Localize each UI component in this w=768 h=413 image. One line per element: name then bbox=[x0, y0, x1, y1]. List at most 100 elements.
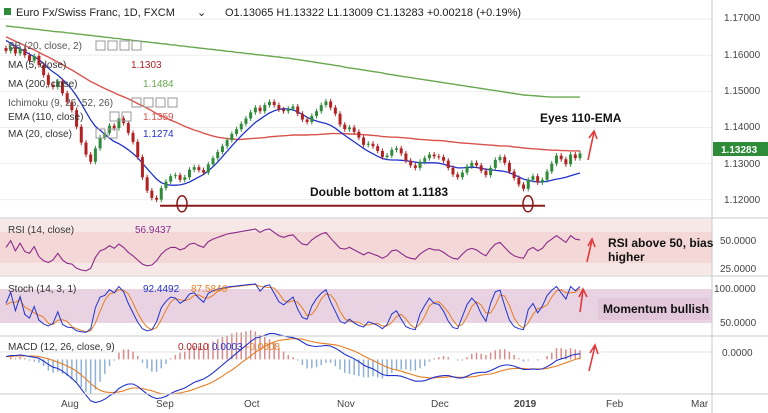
candle-body bbox=[550, 163, 554, 172]
rsi-tick: 25.0000 bbox=[720, 264, 757, 275]
candle-body bbox=[9, 46, 13, 51]
more-icon[interactable] bbox=[131, 40, 142, 51]
candle-body bbox=[187, 169, 191, 178]
candle-body bbox=[42, 64, 46, 76]
legend-ema110-value: 1.1359 bbox=[143, 112, 174, 123]
stoch-label[interactable]: Stoch (14, 3, 1) bbox=[8, 284, 76, 295]
macd-pane bbox=[0, 330, 712, 404]
stoch-k-value: 92.4492 bbox=[143, 284, 180, 295]
price-gridlines bbox=[0, 18, 712, 201]
legend-ema110[interactable]: EMA (110, close) bbox=[8, 112, 83, 123]
candle-body bbox=[545, 171, 549, 180]
candle-body bbox=[197, 167, 201, 171]
candle-body bbox=[559, 155, 563, 160]
candle-body bbox=[578, 153, 582, 159]
candle-body bbox=[131, 132, 135, 142]
candle-body bbox=[249, 112, 253, 119]
rsi-label[interactable]: RSI (14, close) bbox=[8, 225, 74, 236]
candle-body bbox=[183, 177, 187, 180]
candle-body bbox=[498, 157, 502, 160]
close-icon[interactable] bbox=[119, 40, 130, 51]
candle-body bbox=[479, 165, 483, 171]
candle-body bbox=[267, 101, 271, 106]
eye-icon[interactable] bbox=[95, 128, 106, 139]
price-tick: 1.16000 bbox=[724, 50, 761, 61]
annotation-double-bottom: Double bottom at 1.1183 bbox=[310, 185, 448, 199]
candle-body bbox=[93, 148, 97, 162]
price-tick: 1.12000 bbox=[724, 195, 761, 206]
candle-body bbox=[399, 148, 403, 154]
annotation-rsi-2: higher bbox=[608, 250, 645, 264]
stoch-axis[interactable]: 100.0000 50.0000 bbox=[714, 284, 757, 329]
price-pane bbox=[0, 0, 712, 217]
eye-icon[interactable] bbox=[95, 40, 106, 51]
macd-axis[interactable]: 0.0000 bbox=[722, 348, 753, 359]
macd-lines bbox=[5, 330, 581, 404]
rsi-tick: 50.0000 bbox=[720, 236, 757, 247]
candle-body bbox=[333, 107, 337, 114]
candle-body bbox=[554, 155, 558, 164]
macd-signal-series bbox=[6, 338, 581, 395]
candle-body bbox=[117, 118, 121, 129]
candle-body bbox=[423, 158, 427, 162]
candle-body bbox=[395, 148, 399, 150]
candle-body bbox=[159, 188, 163, 200]
legend-toolbar-icons bbox=[95, 40, 178, 139]
settings-icon[interactable] bbox=[107, 40, 118, 51]
candle-body bbox=[352, 127, 356, 132]
candle-body bbox=[573, 154, 577, 159]
settings-icon[interactable] bbox=[143, 97, 154, 108]
legend-bb[interactable]: BB (20, close, 2) bbox=[8, 41, 82, 52]
legend-ma20[interactable]: MA (20, close) bbox=[8, 129, 72, 140]
candle-body bbox=[173, 175, 177, 177]
candle-body bbox=[178, 175, 182, 180]
rsi-series bbox=[5, 228, 581, 272]
candle-body bbox=[376, 146, 380, 151]
candle-body bbox=[385, 155, 389, 158]
macd-tick: 0.0000 bbox=[722, 348, 753, 359]
eye-icon[interactable] bbox=[131, 97, 142, 108]
rsi-value: 56.9437 bbox=[135, 225, 172, 236]
candle-body bbox=[296, 106, 300, 114]
rsi-axis[interactable]: 50.0000 25.0000 bbox=[720, 236, 757, 275]
candle-body bbox=[526, 179, 530, 189]
candle-body bbox=[291, 106, 295, 109]
candle-body bbox=[18, 48, 22, 54]
rsi-legend: RSI (14, close) 56.9437 bbox=[8, 225, 172, 236]
eye-icon[interactable] bbox=[109, 111, 120, 122]
candle-body bbox=[540, 179, 544, 183]
stoch-tick: 100.0000 bbox=[714, 284, 756, 295]
candle-body bbox=[315, 111, 319, 116]
macd-value-2: 0.0003 bbox=[212, 342, 243, 353]
candle-body bbox=[145, 177, 149, 191]
legend-ma200[interactable]: MA (200, close) bbox=[8, 79, 77, 90]
candle-body bbox=[371, 143, 375, 147]
candle-body bbox=[390, 149, 394, 156]
candlesticks bbox=[4, 44, 582, 203]
candle-body bbox=[310, 115, 314, 123]
legend-ma5[interactable]: MA (5, close) bbox=[8, 60, 66, 71]
price-tick: 1.14000 bbox=[724, 122, 761, 133]
double-bottom-circle-2 bbox=[522, 195, 534, 213]
legend-ma20-value: 1.1274 bbox=[143, 129, 174, 140]
candle-body bbox=[98, 137, 102, 149]
legend-ichimoku[interactable]: Ichimoku (9, 26, 52, 26) bbox=[8, 98, 113, 109]
candle-body bbox=[357, 131, 361, 138]
chevron-down-icon[interactable]: ⌄ bbox=[197, 7, 206, 19]
macd-label[interactable]: MACD (12, 26, close, 9) bbox=[8, 342, 115, 353]
annotation-rsi-1: RSI above 50, bias bbox=[608, 236, 714, 250]
candle-body bbox=[202, 170, 206, 173]
candle-body bbox=[230, 133, 234, 141]
symbol-header[interactable]: Euro Fx/Swiss Franc, 1D, FXCM ⌄ O1.13065… bbox=[4, 7, 521, 19]
candle-body bbox=[220, 146, 224, 153]
price-axis[interactable]: 1.17000 1.16000 1.15000 1.14000 1.13000 … bbox=[713, 13, 768, 206]
more-icon[interactable] bbox=[167, 97, 178, 108]
settings-icon[interactable] bbox=[107, 128, 118, 139]
symbol-title: Euro Fx/Swiss Franc, 1D, FXCM bbox=[16, 7, 175, 19]
candle-body bbox=[244, 118, 248, 124]
settings-icon[interactable] bbox=[121, 111, 132, 122]
close-icon[interactable] bbox=[155, 97, 166, 108]
time-axis[interactable]: Aug Sep Oct Nov Dec 2019 Feb Mar bbox=[61, 399, 709, 410]
candle-body bbox=[409, 160, 413, 166]
